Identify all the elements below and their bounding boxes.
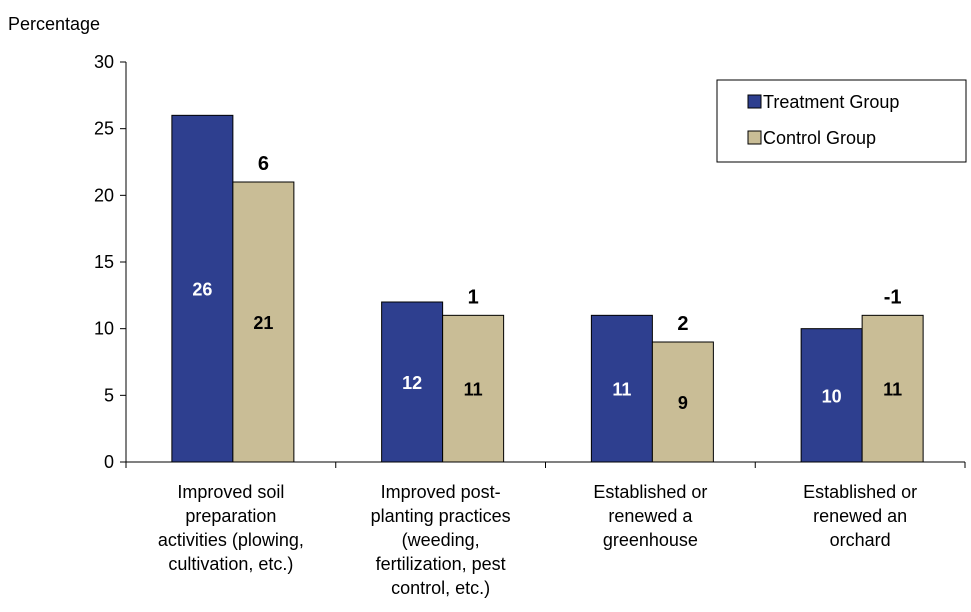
- bar-control: [861, 314, 924, 463]
- bars: [171, 114, 924, 463]
- bar-treatment: [171, 114, 234, 463]
- legend-swatch: [747, 94, 762, 109]
- bar-value-label: 11: [883, 380, 902, 400]
- category-label: Improved soil preparation activities (plow…: [158, 482, 304, 574]
- category-label-line: planting practices: [371, 506, 511, 526]
- y-tick-label: 5: [104, 385, 114, 405]
- y-tick-label: 30: [94, 52, 114, 72]
- legend-label: Treatment Group: [763, 92, 899, 112]
- category-label-line: Established or: [803, 482, 917, 502]
- bar-value-label: 26: [192, 280, 212, 300]
- category-label-line: activities (plowing,: [158, 530, 304, 550]
- category-label-line: control, etc.): [391, 578, 490, 598]
- y-tick-label: 20: [94, 185, 114, 205]
- y-tick-label: 10: [94, 319, 114, 339]
- bar-value-label: 11: [612, 380, 631, 400]
- difference-label: 2: [677, 313, 688, 335]
- bar-treatment: [381, 301, 444, 463]
- category-label-line: Established or: [593, 482, 707, 502]
- y-axis-title: Percentage: [8, 14, 100, 34]
- bar-control: [232, 181, 295, 463]
- bar-value-label: 12: [402, 373, 422, 393]
- category-label: Improved post-planting practices (weeding…: [371, 482, 511, 598]
- y-tick-label: 15: [94, 252, 114, 272]
- bar-value-label: 21: [253, 313, 273, 333]
- difference-label: -1: [884, 286, 902, 308]
- category-label-line: renewed a: [608, 506, 693, 526]
- difference-label: 1: [468, 286, 479, 308]
- category-label: Established or renewed an orchard: [803, 482, 917, 550]
- category-label-line: Improved post-: [381, 482, 501, 502]
- category-label: Established or renewed a greenhouse: [593, 482, 707, 550]
- category-label-line: preparation: [185, 506, 276, 526]
- category-label-line: greenhouse: [603, 530, 698, 550]
- category-labels: Improved soil preparation activities (plow…: [158, 482, 917, 598]
- legend: Treatment Group Control Group: [716, 79, 967, 163]
- legend-label: Control Group: [763, 128, 876, 148]
- bar-treatment: [800, 328, 863, 463]
- bar-value-label: 11: [464, 380, 483, 400]
- bar-value-label: 10: [822, 386, 842, 406]
- bar-value-label: 9: [678, 393, 688, 413]
- bar-control: [651, 341, 714, 463]
- category-label-line: orchard: [830, 530, 891, 550]
- bar-treatment: [590, 314, 653, 463]
- y-tick-label: 25: [94, 119, 114, 139]
- category-label-line: Improved soil: [177, 482, 284, 502]
- bar-control: [442, 314, 505, 463]
- y-tick-label: 0: [104, 452, 114, 472]
- category-label-line: (weeding,: [402, 530, 480, 550]
- category-label-line: fertilization, pest: [376, 554, 506, 574]
- difference-label: 6: [258, 153, 269, 175]
- category-label-line: renewed an: [813, 506, 907, 526]
- legend-box: [716, 79, 967, 163]
- legend-swatch: [747, 130, 762, 145]
- category-label-line: cultivation, etc.): [168, 554, 293, 574]
